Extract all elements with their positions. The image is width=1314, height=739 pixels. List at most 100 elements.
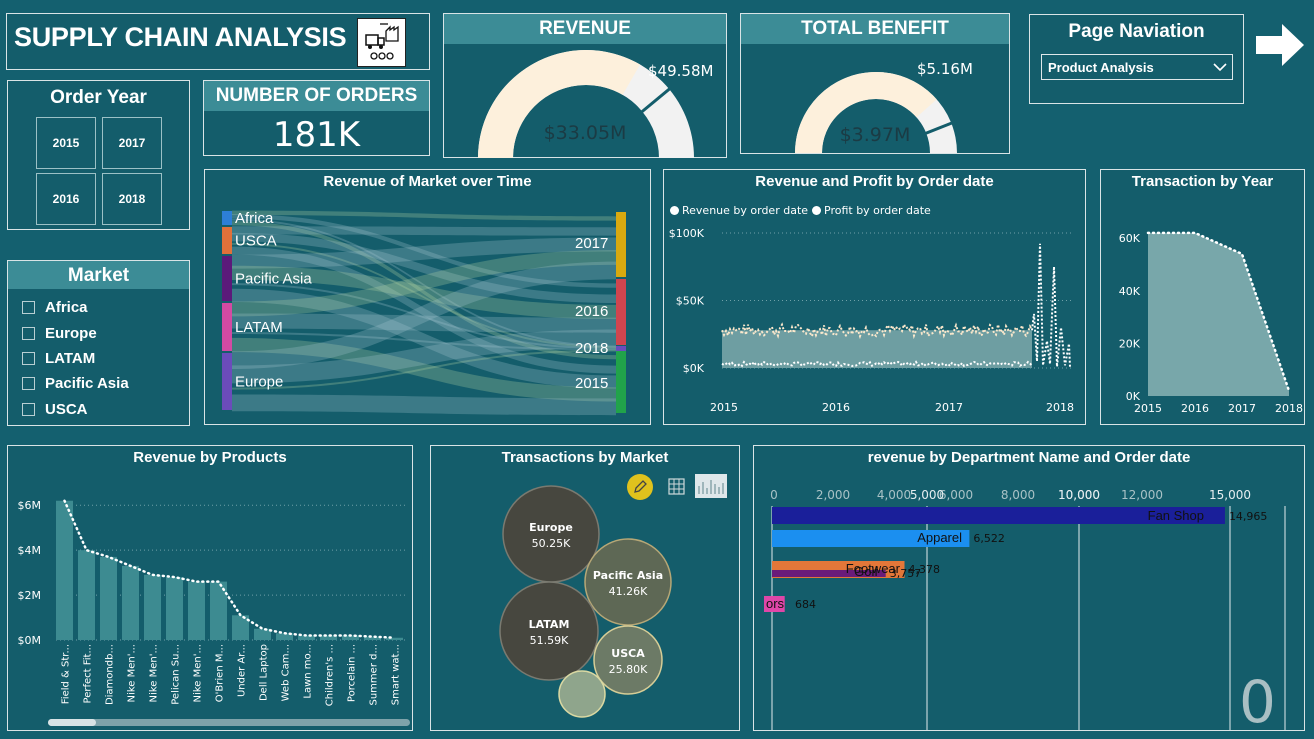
y-tick-label: 0K [1126, 390, 1141, 403]
y-tick-label: 40K [1119, 285, 1141, 298]
x-tick-label: Nike Men'... [149, 644, 160, 702]
market-label: LATAM [45, 350, 96, 367]
arrow-right-icon[interactable] [1254, 22, 1306, 68]
sankey-flow [232, 332, 616, 351]
product-bar [56, 500, 73, 640]
scrollbar-thumb[interactable] [48, 719, 96, 726]
x-tick-label: 2017 [935, 401, 963, 414]
product-bar [122, 565, 139, 640]
product-bar [254, 628, 271, 640]
x-tick-label: 2015 [710, 401, 738, 414]
y-tick-label: 60K [1119, 232, 1141, 245]
x-tick-label: O'Brien M... [215, 644, 226, 702]
checkbox-icon [22, 327, 35, 340]
grid-icon[interactable] [668, 478, 686, 496]
benefit-title: TOTAL BENEFIT [801, 18, 949, 39]
department-label: Apparel [917, 530, 962, 545]
revenue-value: $33.05M [543, 122, 627, 144]
supply-chain-icon [357, 18, 406, 67]
bubble-label: Pacific Asia [593, 569, 663, 582]
page-navigation-title: Page Naviation [1068, 21, 1205, 42]
revenue-area [722, 330, 1032, 368]
page-dropdown[interactable]: Product Analysis [1041, 54, 1233, 80]
market-item-pacific-asia[interactable]: Pacific Asia [22, 375, 129, 392]
sankey-flow [232, 226, 616, 236]
sankey-flow [232, 232, 616, 304]
bubble-value: 51.59K [530, 634, 569, 647]
y-tick-label: $6M [18, 499, 42, 512]
x-tick-label: 2,000 [816, 488, 850, 502]
x-tick-label: Porcelain ... [347, 644, 358, 702]
sankey-market-node [222, 303, 232, 351]
sankey-market-label: Africa [235, 210, 274, 227]
market-bubble [499, 581, 599, 681]
transaction-line [1146, 231, 1291, 392]
year-button-2018[interactable]: 2018 [102, 173, 162, 225]
market-label: Europe [45, 325, 97, 342]
department-value-label: 3,757 [890, 567, 922, 580]
x-tick-label: Under Ar... [237, 644, 248, 697]
chevron-down-icon [1213, 63, 1227, 72]
checkbox-icon [22, 352, 35, 365]
x-tick-label: 5,000 [910, 488, 944, 502]
x-tick-label: Pelican Su... [171, 644, 182, 705]
product-bar [386, 637, 403, 640]
sankey-market-node [222, 256, 232, 301]
market-slicer: Market Africa Europe LATAM Pacific Asia … [7, 260, 190, 426]
x-tick-label: 2017 [1228, 402, 1256, 415]
page-navigation: Page Naviation Product Analysis [1029, 14, 1244, 104]
sankey-year-node [616, 279, 626, 345]
x-tick-label: 2016 [822, 401, 850, 414]
product-bar [232, 615, 249, 640]
product-bar [210, 581, 227, 640]
y-tick-label: $100K [669, 227, 705, 240]
sankey-year-node [616, 346, 626, 351]
revenue-profit-title: Revenue and Profit by Order date [755, 173, 994, 190]
department-label: Golf [854, 564, 878, 579]
sankey-market-node [222, 211, 232, 225]
market-item-usca[interactable]: USCA [22, 401, 88, 418]
market-item-latam[interactable]: LATAM [22, 350, 95, 367]
pencil-icon[interactable] [627, 474, 653, 500]
sankey-year-node [616, 212, 626, 277]
x-tick-label: Summer d... [369, 644, 380, 706]
legend-dot-icon [670, 206, 679, 215]
year-button-2017[interactable]: 2017 [102, 117, 162, 169]
sankey-year-node [616, 351, 626, 413]
market-title: Market [67, 265, 130, 286]
sankey-market-label: Europe [235, 374, 283, 391]
products-trend-line [63, 499, 396, 640]
market-label: USCA [45, 401, 88, 418]
year-button-2016[interactable]: 2016 [36, 173, 96, 225]
revenue-products-chart: $0M $2M $4M $6M Field & Str... Perfect Fit...… [18, 499, 408, 706]
sankey-flow [232, 394, 616, 416]
legend-revenue: Revenue by order date [670, 204, 808, 217]
revenue-products-title: Revenue by Products [133, 449, 287, 466]
sankey-flow [232, 337, 616, 402]
department-label: Footwear [846, 561, 901, 576]
bubble-label: USCA [611, 647, 645, 660]
x-tick-label: 0 [770, 488, 778, 502]
horizontal-scrollbar[interactable] [48, 719, 410, 726]
department-value-label: 4,378 [909, 563, 941, 576]
chart-icon[interactable] [695, 474, 727, 498]
market-item-africa[interactable]: Africa [22, 299, 88, 316]
x-tick-label: 15,000 [1209, 488, 1251, 502]
x-tick-label: 12,000 [1121, 488, 1163, 502]
header-panel: SUPPLY CHAIN ANALYSIS [6, 13, 430, 70]
department-label: Fan Shop [1148, 508, 1204, 523]
product-bar [342, 635, 359, 640]
product-bar [188, 581, 205, 640]
x-tick-label: 10,000 [1058, 488, 1100, 502]
x-tick-label: Children's ... [325, 644, 336, 706]
legend-profit: Profit by order date [812, 204, 931, 217]
transactions-market-chart: Europe 50.25K Pacific Asia 41.26K LATAM 51.59… [499, 485, 672, 718]
x-tick-label: 2015 [1134, 402, 1162, 415]
orders-value: 181K [272, 115, 361, 155]
x-tick-label: Lawn mo... [303, 644, 314, 699]
market-item-europe[interactable]: Europe [22, 325, 97, 342]
sankey-flow [232, 221, 616, 360]
sankey-market-label: LATAM [235, 319, 283, 336]
year-button-2015[interactable]: 2015 [36, 117, 96, 169]
